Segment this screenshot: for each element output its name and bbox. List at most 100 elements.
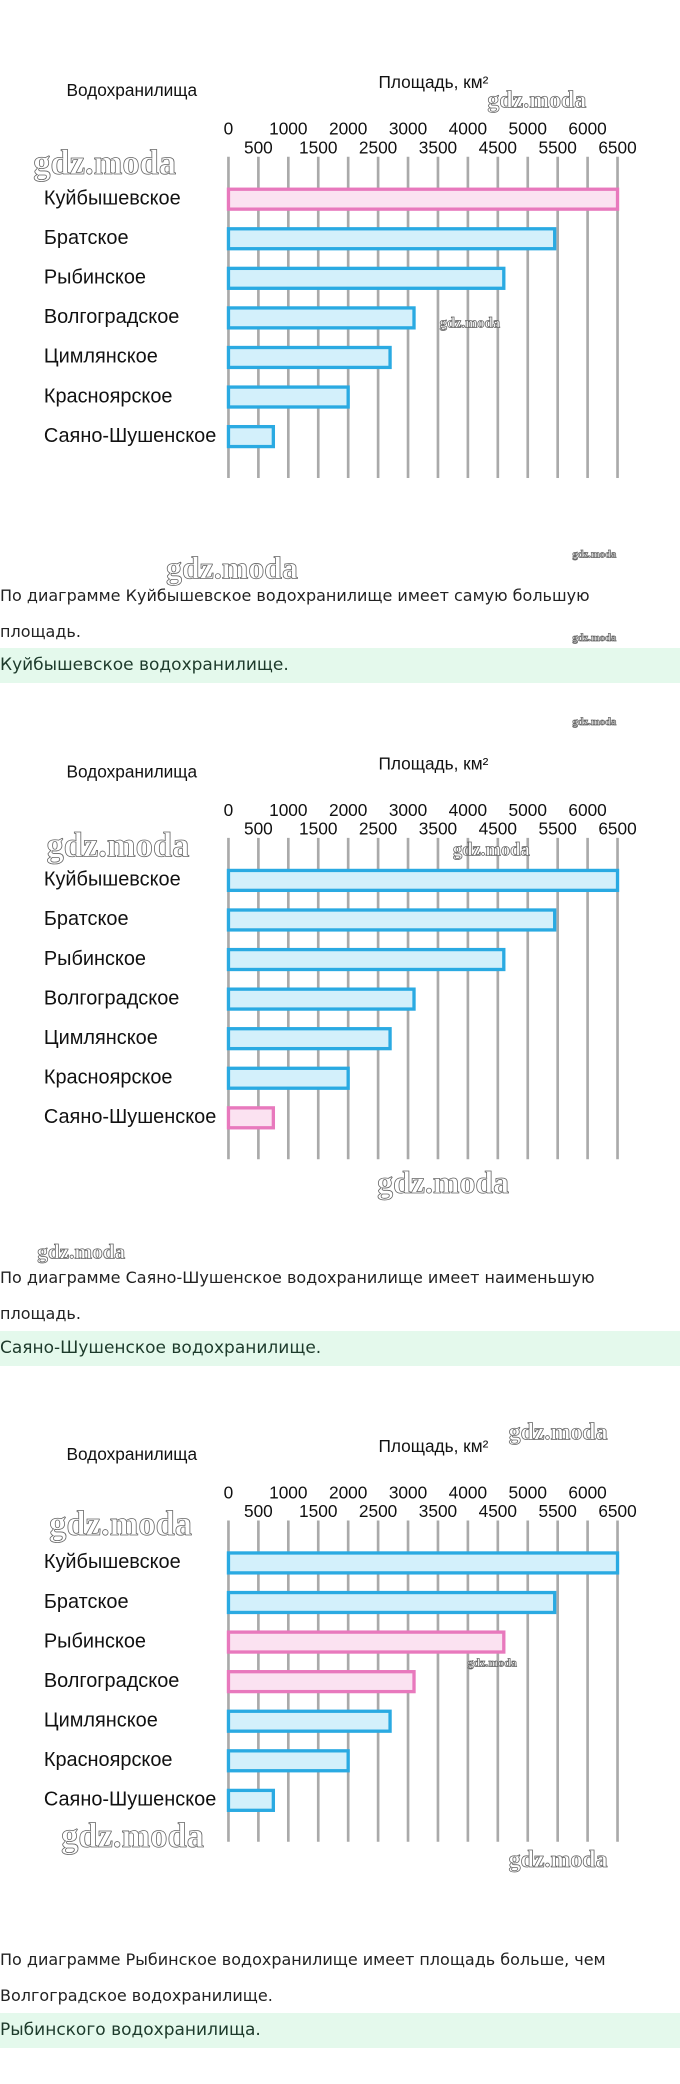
x-tick-label: 1500 bbox=[299, 818, 337, 838]
x-tick-label: 2000 bbox=[329, 800, 367, 820]
x-tick-label: 3000 bbox=[389, 119, 427, 139]
bar bbox=[226, 868, 620, 893]
bar bbox=[226, 1027, 392, 1051]
x-tick-label: 3500 bbox=[419, 818, 457, 838]
x-tick-label: 5500 bbox=[538, 137, 576, 157]
x-tick-label: 500 bbox=[244, 818, 273, 838]
x-tick-label: 0 bbox=[224, 119, 234, 139]
x-tick-label: 3500 bbox=[419, 1501, 457, 1521]
category-label: Саяно-Шушенское bbox=[44, 1789, 216, 1811]
bar bbox=[226, 424, 276, 449]
watermark: gdz.moda bbox=[509, 1420, 608, 1446]
x-tick-label: 6500 bbox=[598, 1501, 636, 1521]
y-axis-title: Водохранилища bbox=[66, 761, 197, 781]
bar bbox=[226, 1749, 350, 1773]
x-tick-label: 4500 bbox=[479, 137, 517, 157]
x-tick-label: 3500 bbox=[419, 137, 457, 157]
x-tick-label: 6500 bbox=[598, 818, 636, 838]
x-tick-label: 4500 bbox=[479, 1501, 517, 1521]
category-label: Волгоградское bbox=[44, 306, 179, 328]
x-tick-label: 6000 bbox=[568, 1482, 606, 1502]
x-tick-label: 2000 bbox=[329, 1482, 367, 1502]
watermark: gdz.moda bbox=[572, 549, 617, 560]
x-tick-label: 0 bbox=[224, 800, 234, 820]
watermark: gdz.moda bbox=[49, 1505, 192, 1543]
y-axis-title: Водохранилища bbox=[66, 80, 197, 100]
x-tick-label: 2500 bbox=[359, 137, 397, 157]
category-label: Саяно-Шушенское bbox=[44, 425, 216, 447]
bar bbox=[226, 306, 416, 330]
bar bbox=[226, 947, 506, 972]
watermark: gdz.moda bbox=[377, 1165, 509, 1200]
x-tick-label: 4500 bbox=[479, 818, 517, 838]
watermark: gdz.moda bbox=[467, 1656, 516, 1670]
category-label: Куйбышевское bbox=[44, 187, 181, 209]
watermark: gdz.moda bbox=[166, 550, 298, 585]
question: По диаграмме Саяно-Шушенское водохранили… bbox=[0, 1268, 595, 1323]
watermark: gdz.moda bbox=[509, 1847, 608, 1873]
bar bbox=[226, 1709, 392, 1733]
watermark: gdz.moda bbox=[33, 144, 176, 182]
x-tick-label: 500 bbox=[244, 137, 273, 157]
category-label: Красноярское bbox=[44, 385, 173, 407]
bar bbox=[226, 1066, 350, 1090]
category-label: Красноярское bbox=[44, 1749, 173, 1771]
category-label: Цимлянское bbox=[44, 1709, 158, 1731]
bar bbox=[226, 385, 350, 409]
x-tick-label: 3000 bbox=[389, 800, 427, 820]
x-tick-label: 6000 bbox=[568, 119, 606, 139]
bar bbox=[226, 987, 416, 1011]
x-tick-label: 500 bbox=[244, 1501, 273, 1521]
answer: Рыбинского водохранилища. bbox=[0, 2013, 680, 2048]
x-tick-label: 2500 bbox=[359, 1501, 397, 1521]
bar bbox=[226, 1551, 620, 1575]
answer: Саяно-Шушенское водохранилище. bbox=[0, 1331, 680, 1366]
x-tick-label: 1000 bbox=[269, 119, 307, 139]
question: По диаграмме Рыбинское водохранилище име… bbox=[0, 1950, 606, 2005]
watermark: gdz.moda bbox=[37, 1239, 125, 1263]
x-tick-label: 5500 bbox=[538, 1501, 576, 1521]
x-tick-label: 5000 bbox=[509, 119, 547, 139]
bar bbox=[226, 345, 392, 370]
x-tick-label: 1000 bbox=[269, 1482, 307, 1502]
x-tick-label: 6000 bbox=[568, 800, 606, 820]
watermark: gdz.moda bbox=[487, 88, 586, 114]
x-tick-label: 4000 bbox=[449, 800, 487, 820]
x-tick-label: 1500 bbox=[299, 1501, 337, 1521]
x-tick-label: 2500 bbox=[359, 818, 397, 838]
x-tick-label: 0 bbox=[224, 1482, 234, 1502]
bar bbox=[226, 187, 620, 211]
x-axis-title: Площадь, км² bbox=[379, 753, 489, 773]
category-label: Братское bbox=[44, 908, 129, 930]
x-tick-label: 5000 bbox=[509, 800, 547, 820]
watermark: gdz.moda bbox=[61, 1817, 204, 1855]
bar bbox=[226, 266, 506, 290]
watermark: gdz.moda bbox=[572, 633, 617, 644]
bar bbox=[226, 1788, 276, 1812]
x-tick-label: 2000 bbox=[329, 119, 367, 139]
category-label: Цимлянское bbox=[44, 1027, 158, 1049]
x-tick-label: 3000 bbox=[389, 1482, 427, 1502]
category-label: Куйбышевское bbox=[44, 1551, 181, 1573]
category-label: Рыбинское bbox=[44, 1630, 146, 1652]
bar bbox=[226, 1670, 416, 1694]
category-label: Рыбинское bbox=[44, 948, 146, 970]
x-tick-label: 1000 bbox=[269, 800, 307, 820]
x-axis-title: Площадь, км² bbox=[379, 72, 489, 92]
x-tick-label: 4000 bbox=[449, 119, 487, 139]
x-tick-label: 1500 bbox=[299, 137, 337, 157]
x-axis-title: Площадь, км² bbox=[379, 1436, 489, 1456]
category-label: Рыбинское bbox=[44, 267, 146, 289]
x-tick-label: 5500 bbox=[538, 818, 576, 838]
category-label: Братское bbox=[44, 1591, 129, 1613]
category-label: Волгоградское bbox=[44, 987, 179, 1009]
bar bbox=[226, 1630, 506, 1654]
bar bbox=[226, 1590, 557, 1615]
bar bbox=[226, 227, 557, 251]
category-label: Цимлянское bbox=[44, 346, 158, 368]
watermark: gdz.moda bbox=[572, 717, 617, 728]
category-label: Куйбышевское bbox=[44, 869, 181, 891]
category-label: Красноярское bbox=[44, 1067, 173, 1089]
